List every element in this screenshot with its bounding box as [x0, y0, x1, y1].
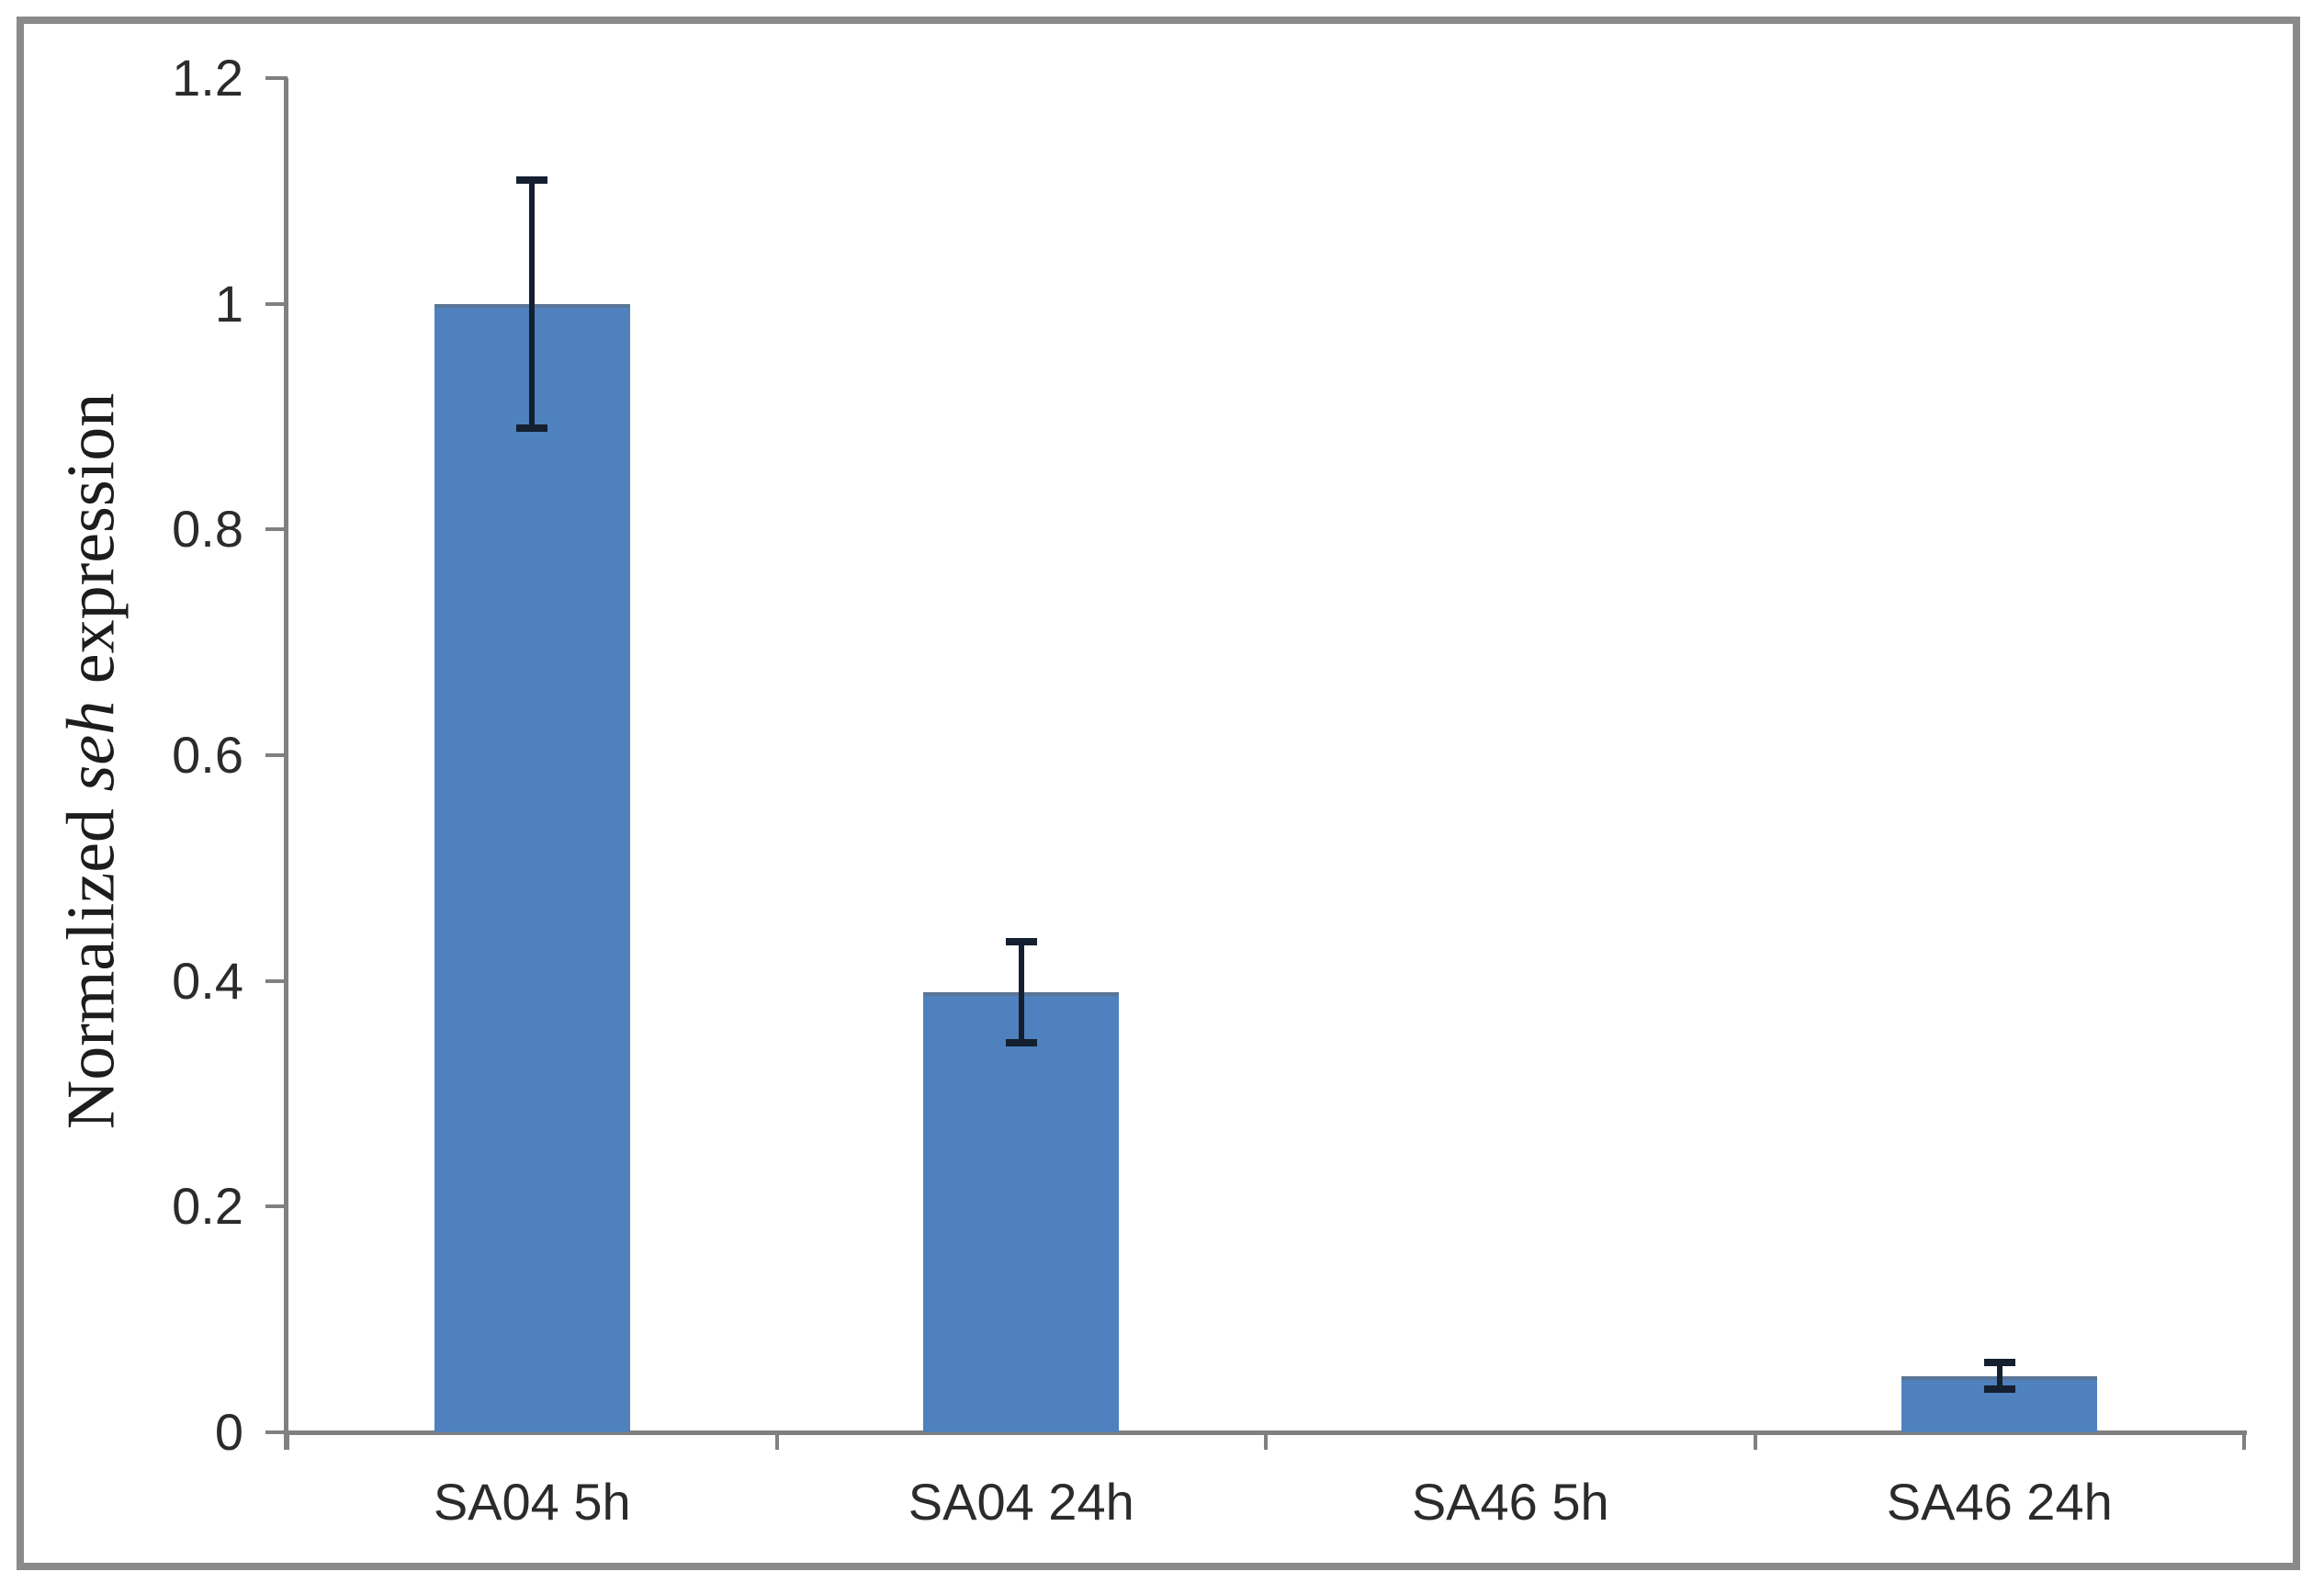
y-tick-mark: [265, 978, 288, 983]
y-tick-mark: [265, 527, 288, 532]
y-tick-label: 0.4: [172, 951, 243, 1010]
y-tick-label: 0: [214, 1403, 243, 1461]
y-tick-label: 0.2: [172, 1177, 243, 1236]
y-axis-title-italic: seh: [53, 700, 130, 792]
y-axis-title-suffix: expression: [53, 392, 130, 701]
error-bar-stem-sa04-24h: [1018, 941, 1024, 1044]
x-tick-mark: [1753, 1432, 1757, 1450]
y-axis-title: Normalized seh expression: [53, 155, 131, 1368]
y-tick-mark: [265, 1430, 288, 1434]
y-tick-label: 0.8: [172, 500, 243, 559]
x-tick-mark: [2242, 1432, 2246, 1450]
x-tick-label-sa46-24h: SA46 24h: [1886, 1473, 2113, 1531]
error-bar-cap-top-sa04-24h: [1005, 937, 1037, 945]
error-bar-stem-sa46-24h: [1996, 1362, 2002, 1390]
y-tick-label: 1: [214, 274, 243, 333]
y-axis-title-prefix: Normalized: [53, 791, 130, 1130]
error-bar-cap-top-sa46-24h: [1983, 1358, 2015, 1366]
y-tick-mark: [265, 301, 288, 306]
y-tick-label: 0.6: [172, 726, 243, 784]
y-axis-line: [284, 78, 288, 1450]
error-bar-cap-bottom-sa04-24h: [1005, 1039, 1037, 1047]
x-tick-label-sa04-5h: SA04 5h: [433, 1473, 631, 1531]
error-bar-cap-bottom-sa46-24h: [1983, 1385, 2015, 1394]
error-bar-stem-sa04-5h: [529, 179, 536, 428]
error-bar-cap-bottom-sa04-5h: [516, 424, 548, 432]
y-tick-mark: [265, 76, 288, 80]
x-tick-mark: [1264, 1432, 1268, 1450]
y-tick-label: 1.2: [172, 49, 243, 107]
x-tick-mark: [774, 1432, 779, 1450]
x-tick-label-sa04-24h: SA04 24h: [908, 1473, 1134, 1531]
y-tick-mark: [265, 753, 288, 757]
y-tick-mark: [265, 1204, 288, 1209]
bar-sa04-5h: [434, 303, 630, 1432]
x-tick-label-sa46-5h: SA46 5h: [1411, 1473, 1609, 1531]
error-bar-cap-top-sa04-5h: [516, 175, 548, 184]
x-tick-mark: [286, 1432, 289, 1450]
chart-frame: [17, 17, 2300, 1570]
bar-sa04-24h: [923, 991, 1120, 1432]
